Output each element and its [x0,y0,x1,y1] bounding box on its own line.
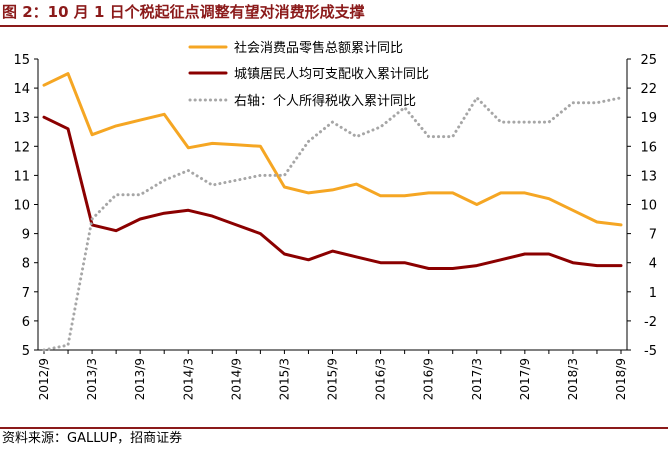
right-tick-label: 19 [640,111,657,126]
x-tick-label: 2017/9 [518,358,532,400]
right-tick-label: 1 [649,286,657,301]
right-tick-label: -5 [644,344,657,359]
left-tick-label: 5 [22,344,30,359]
x-tick-label: 2018/9 [614,358,628,400]
left-tick-label: 6 [22,315,30,330]
series-line-2 [42,115,623,270]
left-tick-label: 13 [13,111,30,126]
right-tick-label: 13 [640,169,657,184]
legend-label-2: 城镇居民人均可支配收入累计同比 [234,67,429,82]
right-tick-label: 10 [640,199,657,214]
x-tick-label: 2015/9 [326,358,340,400]
left-tick-label: 10 [13,199,30,214]
left-tick-label: 8 [22,257,30,272]
right-tick-label: 7 [649,228,657,243]
right-axis-ticks: -5 -2 1 4 7 10 13 16 19 22 25 [627,53,657,359]
x-tick-label: 2017/3 [470,358,484,400]
source-note: 资料来源：GALLUP，招商证券 [2,431,183,446]
left-tick-label: 9 [22,228,30,243]
series-group [42,72,623,352]
x-axis-ticks: 2012/9 2013/3 2013/9 2014/3 2014/9 2015/3 2015… [37,350,628,400]
x-tick-label: 2013/9 [133,358,147,400]
x-tick-label: 2016/9 [422,358,436,400]
left-tick-label: 7 [22,286,30,301]
footer-divider [0,427,668,429]
legend: 社会消费品零售总额累计同比城镇居民人均可支配收入累计同比右轴：个人所得税收入累计… [188,40,429,109]
right-tick-label: 4 [649,257,657,272]
chart-title: 图 2：10 月 1 日个税起征点调整有望对消费形成支撑 [2,3,365,21]
right-tick-label: 16 [640,140,657,155]
left-tick-label: 11 [13,169,30,184]
left-tick-label: 12 [13,140,30,155]
title-divider [0,25,668,27]
legend-label-1: 社会消费品零售总额累计同比 [234,40,403,56]
legend-label-3: 右轴：个人所得税收入累计同比 [234,93,416,109]
right-tick-label: 22 [640,82,657,97]
left-tick-label: 14 [13,82,30,97]
x-tick-label: 2015/3 [277,358,291,400]
x-tick-label: 2016/3 [374,358,388,400]
right-tick-label: -2 [644,315,657,330]
x-tick-label: 2012/9 [37,358,51,400]
x-tick-label: 2014/9 [229,358,243,400]
x-tick-label: 2013/3 [85,358,99,400]
right-tick-label: 25 [640,53,657,68]
x-tick-label: 2018/3 [566,358,580,400]
left-tick-label: 15 [13,53,30,68]
x-tick-label: 2014/3 [181,358,195,400]
left-axis-ticks: 5 6 7 8 9 10 11 12 13 14 15 [13,53,38,359]
